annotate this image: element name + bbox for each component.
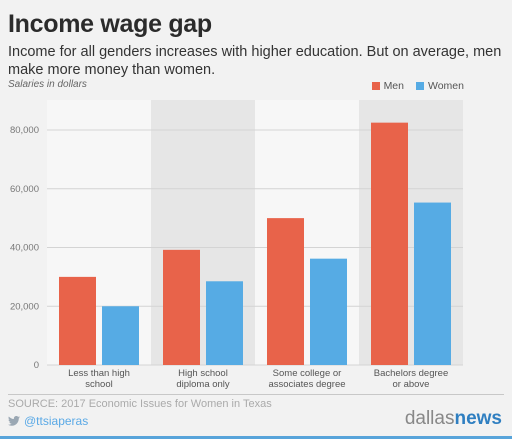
x-tick-label: Less than high	[68, 368, 130, 379]
x-tick-label: Some college or	[273, 368, 342, 379]
x-tick-label: or above	[393, 379, 430, 390]
y-axis-label: Salaries in dollars	[8, 79, 87, 90]
x-tick-label: High school	[178, 368, 228, 379]
y-tick-label: 20,000	[10, 301, 39, 312]
y-tick-label: 60,000	[10, 184, 39, 195]
bar-men	[59, 276, 96, 365]
twitter-credit[interactable]: @ttsiaperas	[8, 414, 88, 428]
dallasnews-logo: dallasnews	[405, 408, 502, 430]
x-tick-label: Bachelors degree	[374, 368, 448, 379]
legend-item-men: Men	[371, 80, 404, 92]
bar-men	[371, 122, 408, 365]
legend: Men Women	[371, 80, 464, 92]
bar-women	[102, 306, 139, 365]
chart-subtitle: Income for all genders increases with hi…	[8, 44, 502, 78]
twitter-icon	[8, 416, 20, 426]
brand-part-a: dallas	[404, 408, 455, 429]
x-tick-label: associates degree	[268, 379, 345, 390]
legend-item-women: Women	[416, 80, 464, 92]
chart-title: Income wage gap	[8, 10, 212, 38]
x-tick-label: school	[85, 379, 112, 390]
brand-part-b: news	[454, 408, 502, 429]
y-tick-label: 80,000	[10, 125, 39, 136]
legend-swatch-women	[416, 82, 424, 90]
legend-label-women: Women	[428, 80, 464, 92]
x-tick-label: diploma only	[176, 379, 230, 390]
bar-men	[267, 218, 304, 365]
bottom-accent-bar	[0, 436, 512, 439]
bar-women	[310, 258, 347, 365]
legend-swatch-men	[371, 82, 380, 90]
footer-divider	[8, 394, 504, 395]
bar-men	[163, 249, 200, 365]
legend-label-men: Men	[383, 80, 404, 92]
bar-women	[206, 281, 243, 365]
source-note: SOURCE: 2017 Economic Issues for Women i…	[8, 398, 272, 410]
twitter-handle: @ttsiaperas	[24, 414, 89, 428]
bar-women	[414, 202, 451, 365]
y-tick-label: 40,000	[10, 243, 39, 254]
y-tick-label: 0	[34, 360, 39, 371]
